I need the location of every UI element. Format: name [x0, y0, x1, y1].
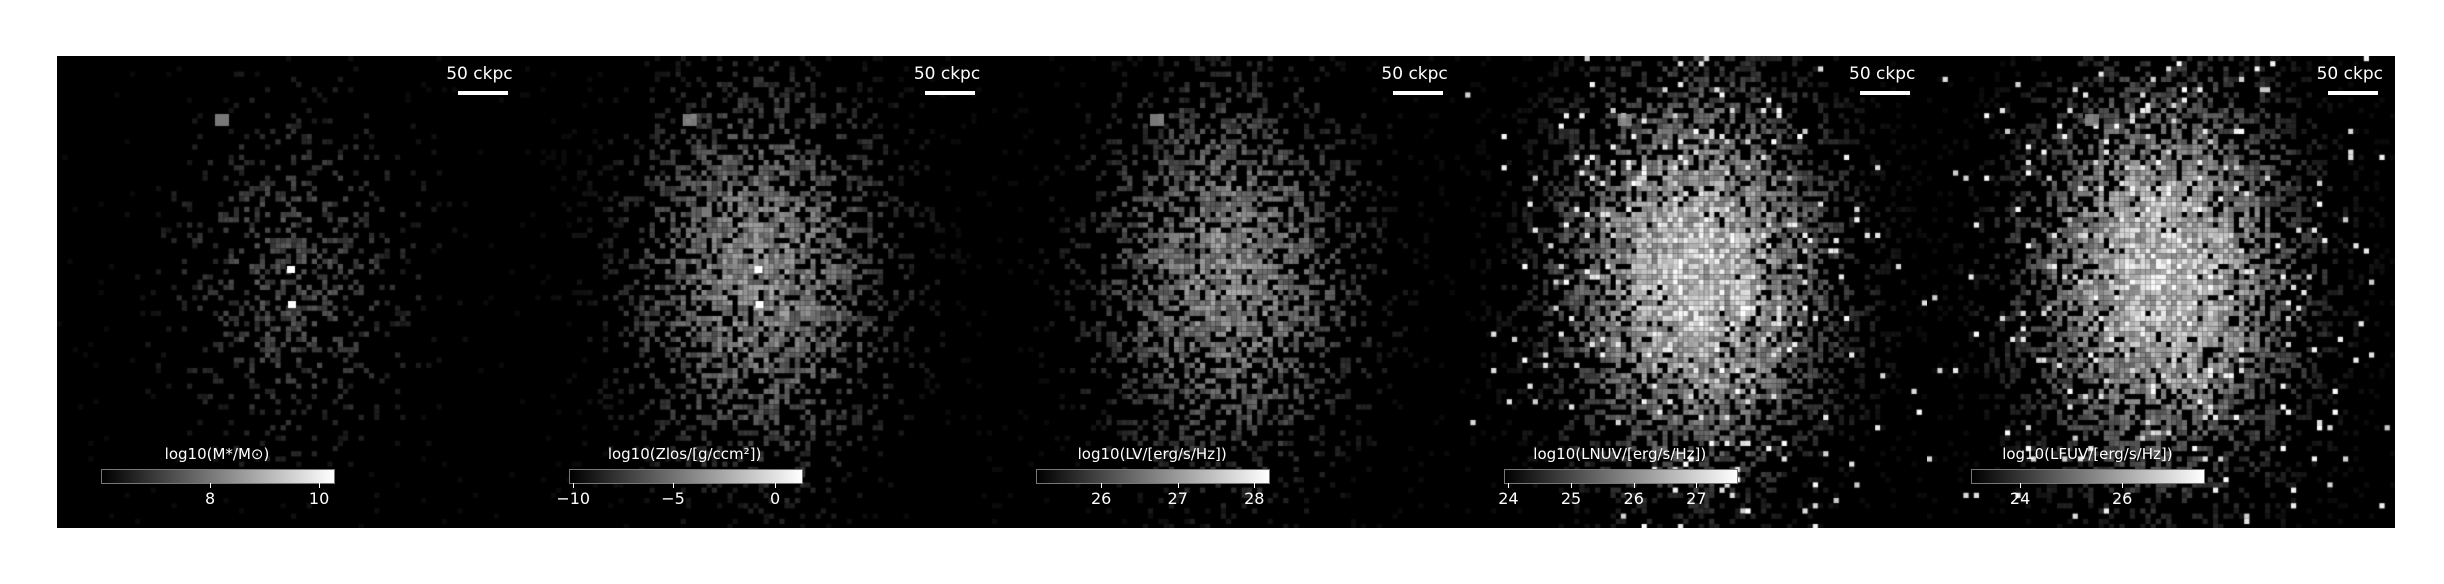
scale-bar-label: 50 ckpc	[2316, 64, 2383, 84]
colorbar-tick-label: 8	[204, 489, 216, 508]
colorbar-tick	[1254, 483, 1256, 488]
scale-bar	[457, 91, 508, 95]
scale-bar-label: 50 ckpc	[1381, 64, 1448, 84]
colorbar-tick-label: −10	[556, 489, 591, 508]
colorbar-tick-label: 0	[769, 489, 781, 508]
fuv-luminosity-map	[1927, 56, 2395, 528]
colorbar-label: log10(LV/[erg/s/Hz])	[1077, 445, 1227, 463]
colorbar-tick-label: 10	[308, 489, 330, 508]
scale-bar	[1860, 91, 1911, 95]
colorbar-tick	[1177, 483, 1179, 488]
colorbar-tick	[1633, 483, 1635, 488]
colorbar-tick-label: 26	[1090, 489, 1112, 508]
colorbar-tick-label: 28	[1244, 489, 1265, 508]
v-band-luminosity-map	[992, 56, 1460, 528]
colorbar	[1036, 469, 1271, 484]
colorbar-tick	[210, 483, 212, 488]
stellar-mass-panel: 50 ckpc log10(M*/M⊙) 8 10	[57, 56, 525, 528]
colorbar-tick-label: 26	[1623, 489, 1644, 508]
scale-bar	[2327, 91, 2378, 95]
nuv-luminosity-map	[1459, 56, 1928, 528]
v-band-luminosity-panel: 50 ckpc log10(LV/[erg/s/Hz]) 26 27 28	[992, 56, 1460, 528]
metallicity-map	[524, 56, 993, 528]
colorbar-tick-label: 27	[1167, 489, 1188, 508]
colorbar	[1971, 469, 2206, 484]
colorbar-label: log10(LNUV/[erg/s/Hz])	[1533, 445, 1707, 463]
colorbar-tick	[2122, 483, 2124, 488]
colorbar-tick	[672, 483, 674, 488]
colorbar-tick	[1508, 483, 1510, 488]
fuv-luminosity-panel: 50 ckpc log10(LFUV/[erg/s/Hz]) 24 26	[1927, 56, 2395, 528]
colorbar-tick-label: 24	[2009, 489, 2031, 508]
metallicity-panel: 50 ckpc log10(Zlos/[g/ccm²]) −10 −5 0	[524, 56, 993, 528]
colorbar-tick	[573, 483, 575, 488]
colorbar-tick	[1696, 483, 1698, 488]
colorbar-tick-label: 27	[1686, 489, 1707, 508]
scale-bar-label: 50 ckpc	[1849, 64, 1916, 84]
scale-bar	[1392, 91, 1443, 95]
colorbar	[568, 469, 803, 484]
colorbar-tick-label: 24	[1498, 489, 1519, 508]
scale-bar	[925, 91, 976, 95]
colorbar-label: log10(M*/M⊙)	[164, 445, 270, 463]
colorbar	[1503, 469, 1738, 484]
colorbar-tick	[2020, 483, 2022, 488]
colorbar-tick	[775, 483, 777, 488]
colorbar-tick-label: 26	[2111, 489, 2133, 508]
colorbar-tick-label: 25	[1560, 489, 1582, 508]
colorbar-label: log10(LFUV/[erg/s/Hz])	[2002, 445, 2173, 463]
colorbar-label: log10(Zlos/[g/ccm²])	[607, 445, 762, 463]
galaxy-maps-figure: 50 ckpc log10(M*/M⊙) 8 10 50 ckpc log10(Z…	[57, 56, 2395, 528]
stellar-mass-map	[57, 56, 525, 528]
colorbar-tick	[1101, 483, 1103, 488]
colorbar-tick	[1571, 483, 1573, 488]
scale-bar-label: 50 ckpc	[446, 64, 513, 84]
colorbar-tick	[319, 483, 321, 488]
colorbar	[101, 469, 335, 484]
nuv-luminosity-panel: 50 ckpc log10(LNUV/[erg/s/Hz]) 24 25 26 27	[1459, 56, 1928, 528]
scale-bar-label: 50 ckpc	[913, 64, 981, 84]
colorbar-tick-label: −5	[661, 489, 685, 508]
